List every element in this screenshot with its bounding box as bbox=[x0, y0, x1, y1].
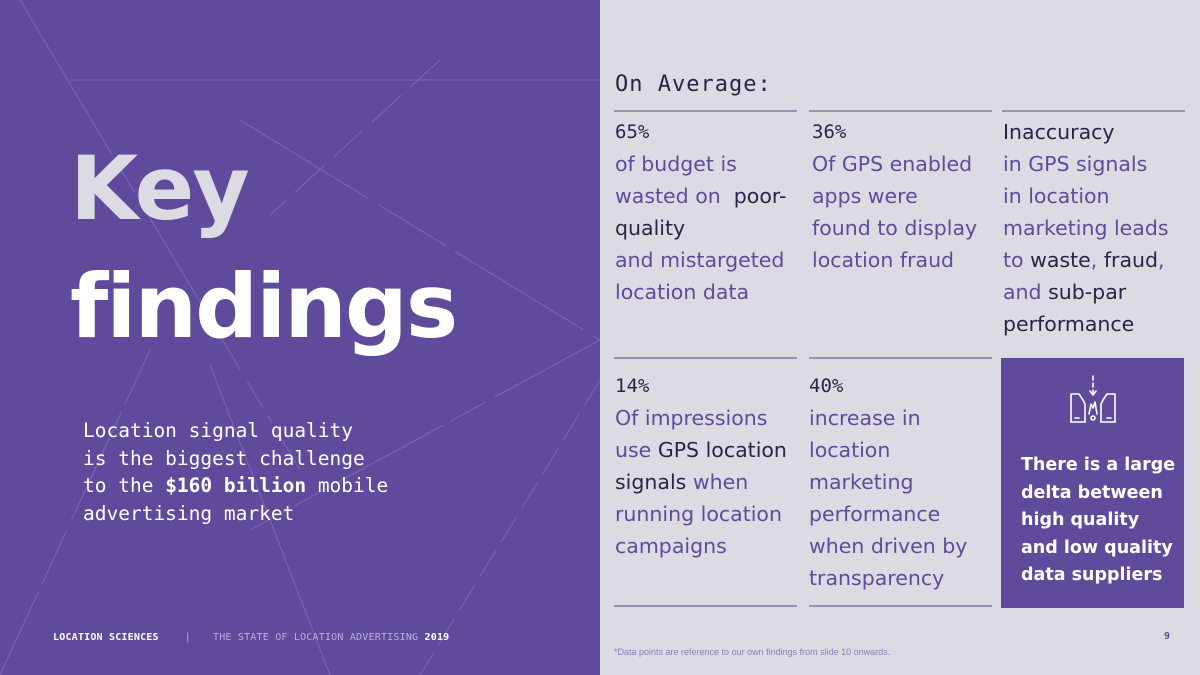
stat-value: 36% bbox=[812, 121, 847, 143]
document-title: THE STATE OF LOCATION ADVERTISING bbox=[212, 632, 419, 643]
stat-text-emphasis: quality bbox=[615, 216, 686, 240]
stat-text-emphasis: Inaccuracy bbox=[1003, 120, 1115, 144]
highlight-text: There is a large delta between high qual… bbox=[1021, 452, 1175, 590]
stat-text: performance bbox=[809, 502, 941, 526]
highlight-line: high quality bbox=[1021, 510, 1140, 530]
stat-performance-increase: 40% increase in location marketing perfo… bbox=[809, 370, 967, 594]
stat-value: 40% bbox=[809, 375, 844, 397]
section-heading: On Average: bbox=[615, 72, 772, 97]
stat-text-part: to bbox=[1003, 248, 1031, 272]
highlight-line: and low quality bbox=[1021, 537, 1173, 558]
highlight-line: There is a large bbox=[1021, 455, 1176, 475]
subtitle: Location signal quality is the biggest c… bbox=[83, 417, 388, 527]
stat-text-part: wasted on bbox=[615, 184, 734, 208]
stat-text-part: , bbox=[1158, 248, 1165, 272]
stat-text: in location bbox=[1003, 184, 1110, 208]
footnote: *Data points are reference to our own fi… bbox=[614, 647, 891, 657]
stat-text: running location bbox=[615, 502, 782, 526]
stat-text: Of impressions bbox=[615, 406, 768, 430]
stat-text-part: , bbox=[1090, 248, 1104, 272]
stat-text: found to display bbox=[812, 216, 978, 240]
stat-text-emphasis: poor- bbox=[733, 184, 787, 208]
stat-text: apps were bbox=[812, 184, 918, 208]
highlight-box: There is a large delta between high qual… bbox=[1001, 358, 1184, 608]
title-line-1: Key bbox=[70, 137, 250, 240]
stat-text: in GPS signals bbox=[1003, 152, 1148, 176]
stat-budget-waste: 65% of budget is wasted on poor- quality… bbox=[615, 116, 786, 308]
stat-text: transparency bbox=[809, 566, 945, 590]
stat-text: campaigns bbox=[615, 534, 727, 558]
quality-gap-icon bbox=[1070, 375, 1116, 423]
stat-text: location bbox=[809, 438, 891, 462]
stat-text-emphasis: sub-par bbox=[1048, 280, 1127, 304]
stat-text: location fraud bbox=[812, 248, 955, 272]
stat-text-emphasis: GPS location bbox=[657, 438, 787, 462]
stat-text: and mistargeted bbox=[615, 248, 785, 272]
stat-text-part: use bbox=[615, 438, 658, 462]
subtitle-line-3-post: mobile bbox=[306, 474, 389, 497]
highlight-line: delta between bbox=[1021, 482, 1163, 503]
stat-text: signals when bbox=[615, 466, 787, 498]
title-line-2: findings bbox=[70, 255, 458, 358]
stat-text-part: when bbox=[686, 470, 749, 494]
stat-text-part: and bbox=[1003, 280, 1049, 304]
stat-text-emphasis: waste bbox=[1030, 248, 1091, 272]
stat-text-emphasis: fraud bbox=[1103, 248, 1159, 272]
stat-text: increase in bbox=[809, 406, 921, 430]
divider bbox=[614, 357, 797, 359]
divider bbox=[1002, 110, 1185, 112]
subtitle-line-4: advertising market bbox=[83, 501, 295, 525]
divider bbox=[809, 110, 992, 112]
stat-text-emphasis: performance bbox=[1003, 312, 1135, 336]
brand-name: LOCATION SCIENCES bbox=[53, 632, 159, 643]
stat-value: 65% bbox=[615, 121, 650, 143]
stat-text: location data bbox=[615, 280, 750, 304]
stat-text: and sub-par bbox=[1003, 276, 1169, 308]
stat-gps-fraud: 36% Of GPS enabled apps were found to di… bbox=[812, 116, 977, 276]
document-year: 2019 bbox=[424, 632, 450, 643]
stat-text: use GPS location bbox=[615, 434, 787, 466]
decorative-lines bbox=[0, 0, 600, 675]
stat-text: marketing bbox=[809, 470, 914, 494]
divider bbox=[809, 605, 992, 607]
left-panel: Key findings Location signal quality is … bbox=[0, 0, 600, 675]
stat-text: of budget is bbox=[615, 152, 737, 176]
stat-gps-impressions: 14% Of impressions use GPS location sign… bbox=[615, 370, 787, 562]
subtitle-line-3-pre: to the bbox=[83, 474, 166, 497]
stat-text: Of GPS enabled bbox=[812, 152, 973, 176]
stat-gps-inaccuracy: Inaccuracy in GPS signals in location ma… bbox=[1003, 116, 1169, 340]
stat-text: to waste, fraud, bbox=[1003, 244, 1169, 276]
subtitle-line-1: Location signal quality bbox=[83, 419, 354, 442]
page-title: Key findings bbox=[70, 130, 458, 366]
footer-separator: | bbox=[184, 632, 191, 643]
subtitle-line-2: is the biggest challenge bbox=[83, 446, 365, 470]
footer-left: LOCATION SCIENCES | THE STATE OF LOCATION … bbox=[53, 632, 449, 643]
stat-text: marketing leads bbox=[1003, 216, 1169, 240]
stat-text: when driven by bbox=[809, 534, 968, 558]
divider bbox=[614, 110, 797, 112]
divider bbox=[809, 357, 992, 359]
divider bbox=[614, 605, 797, 607]
stat-value: 14% bbox=[615, 375, 650, 397]
subtitle-market-size: $160 billion bbox=[165, 474, 307, 497]
page-number: 9 bbox=[1164, 631, 1171, 642]
highlight-line: data suppliers bbox=[1021, 565, 1163, 585]
stat-text-emphasis: signals bbox=[615, 470, 687, 494]
stat-text: wasted on poor- bbox=[615, 180, 786, 212]
